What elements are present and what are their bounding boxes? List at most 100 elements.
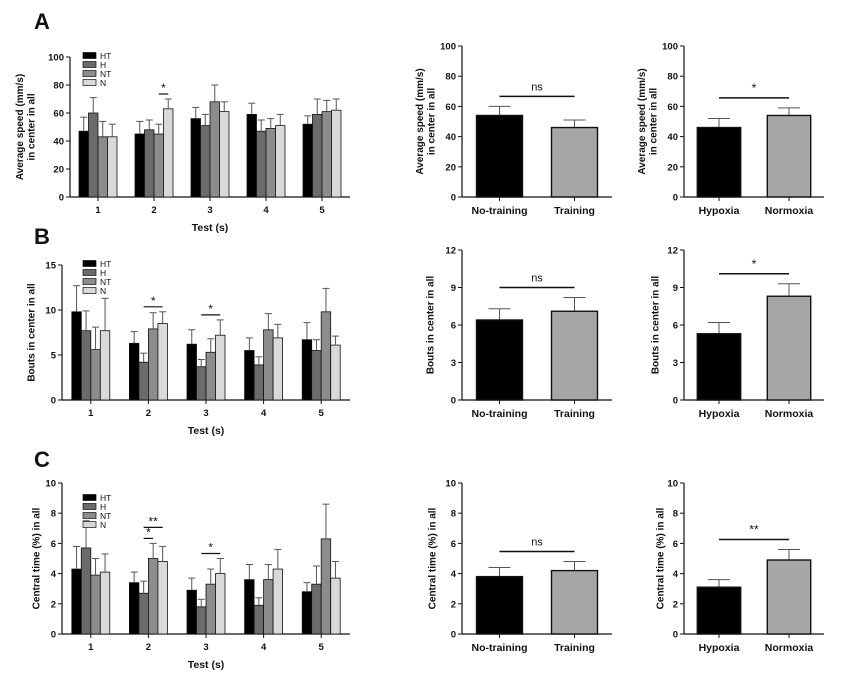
bar-h bbox=[144, 129, 155, 198]
x-tick-label: Normoxia bbox=[765, 642, 814, 654]
chart-c2: 0 2 4 6 8 10 Central time (%) in all No-trainin… bbox=[428, 479, 612, 654]
x-tick-label: No-training bbox=[472, 642, 528, 654]
x-tick-label: 3 bbox=[207, 205, 212, 216]
y-axis-label: Bouts in center in all bbox=[651, 276, 662, 375]
y-tick-label: 60 bbox=[667, 102, 678, 113]
bar-normoxia bbox=[766, 295, 812, 401]
bar-ht bbox=[301, 339, 313, 401]
panel-letter-a: A bbox=[34, 9, 50, 34]
x-tick-label: 2 bbox=[146, 408, 151, 419]
bar-hypoxia bbox=[696, 333, 742, 401]
chart-a3: 0 20 40 60 80 100 Average speed (mm/s)in cente… bbox=[637, 42, 824, 217]
bar-h bbox=[311, 350, 322, 401]
chart-a1: 0 20 40 60 80 100 Average speed (mm/s)in cente… bbox=[15, 51, 350, 234]
x-tick-label: 2 bbox=[146, 642, 151, 653]
y-axis-label: Average speed (mm/s)in center in all bbox=[637, 68, 660, 174]
bar-n bbox=[163, 108, 174, 198]
significance-label: ** bbox=[749, 522, 759, 536]
bar-h bbox=[253, 364, 265, 401]
bar-h bbox=[256, 130, 267, 198]
y-tick-label: 6 bbox=[51, 539, 56, 550]
significance-label: * bbox=[752, 81, 757, 95]
chart-b3: 0 3 6 9 12 Bouts in center in all Hypoxia Normo… bbox=[651, 246, 824, 420]
significance-label: * bbox=[208, 541, 213, 555]
y-tick-label: 10 bbox=[45, 306, 56, 317]
y-tick-label: 10 bbox=[445, 479, 456, 490]
legend-label: HT bbox=[100, 493, 111, 503]
y-tick-label: 4 bbox=[51, 569, 57, 580]
y-tick-label: 0 bbox=[673, 193, 678, 204]
bar-normoxia bbox=[766, 559, 812, 635]
bar-ht bbox=[244, 579, 255, 635]
y-tick-label: 6 bbox=[673, 321, 678, 332]
y-tick-label: 40 bbox=[53, 137, 64, 148]
y-tick-label: 60 bbox=[445, 102, 456, 113]
bar-no-training bbox=[475, 114, 524, 198]
x-tick-label: Normoxia bbox=[765, 408, 814, 420]
y-tick-label: 2 bbox=[451, 599, 456, 610]
panel-letter-b: B bbox=[34, 224, 50, 249]
bar-h bbox=[312, 114, 323, 198]
x-tick-label: 1 bbox=[88, 642, 94, 653]
y-tick-label: 20 bbox=[667, 162, 678, 173]
y-tick-label: 0 bbox=[59, 193, 64, 204]
bar-ht bbox=[78, 130, 89, 198]
legend-label: NT bbox=[100, 511, 111, 521]
x-tick-label: 5 bbox=[319, 205, 325, 216]
legend-label: HT bbox=[100, 51, 111, 61]
y-axis-label-line: in center in all bbox=[427, 88, 438, 155]
y-tick-label: 0 bbox=[51, 630, 56, 641]
bar-hypoxia bbox=[696, 126, 742, 198]
bar-h bbox=[80, 330, 92, 401]
x-tick-label: 4 bbox=[261, 408, 267, 419]
y-tick-label: 80 bbox=[667, 72, 678, 83]
legend-label: NT bbox=[100, 69, 111, 79]
bar-training bbox=[550, 126, 599, 198]
y-tick-label: 9 bbox=[673, 283, 678, 294]
bar-n bbox=[157, 561, 168, 635]
bar-n bbox=[219, 111, 230, 198]
y-axis-label-line: Bouts in center in all bbox=[651, 276, 662, 375]
x-tick-label: 3 bbox=[203, 408, 208, 419]
y-axis-label-line: Bouts in center in all bbox=[426, 276, 437, 375]
legend-swatch-ht bbox=[82, 260, 97, 267]
bar-h bbox=[196, 606, 207, 635]
x-tick-label: 5 bbox=[319, 642, 325, 653]
bar-n bbox=[107, 136, 118, 198]
bar-nt bbox=[321, 111, 332, 198]
bar-n bbox=[330, 577, 341, 635]
y-axis-label: Bouts in center in all bbox=[27, 283, 38, 382]
legend-swatch-n bbox=[82, 521, 97, 528]
bar-nt bbox=[263, 329, 274, 401]
bar-nt bbox=[90, 349, 101, 401]
bar-training bbox=[550, 569, 599, 635]
x-tick-label: 4 bbox=[261, 642, 267, 653]
bar-h bbox=[196, 366, 207, 401]
bar-n bbox=[157, 323, 168, 401]
legend-label: NT bbox=[100, 277, 111, 287]
bar-n bbox=[215, 334, 226, 401]
bar-h bbox=[311, 583, 322, 635]
bar-n bbox=[215, 573, 226, 635]
y-tick-label: 40 bbox=[667, 132, 678, 143]
y-axis-label: Central time (%) in all bbox=[656, 507, 667, 609]
x-tick-label: 1 bbox=[95, 205, 101, 216]
y-axis-label: Central time (%) in all bbox=[32, 507, 43, 609]
legend-swatch-nt bbox=[82, 512, 97, 519]
y-tick-label: 9 bbox=[451, 283, 456, 294]
y-tick-label: 3 bbox=[451, 358, 456, 369]
bar-no-training bbox=[475, 319, 524, 401]
y-tick-label: 20 bbox=[445, 162, 456, 173]
bar-n bbox=[272, 337, 284, 401]
bar-hypoxia bbox=[696, 586, 742, 635]
significance-label: * bbox=[208, 302, 213, 316]
significance-label: * bbox=[146, 525, 151, 539]
y-axis-label-line: in center in all bbox=[27, 93, 38, 160]
bar-nt bbox=[147, 328, 159, 401]
bar-nt bbox=[265, 127, 276, 198]
bar-h bbox=[253, 604, 265, 635]
y-tick-label: 10 bbox=[45, 479, 56, 490]
bar-ht bbox=[301, 591, 313, 635]
bar-n bbox=[99, 571, 111, 635]
y-tick-label: 2 bbox=[673, 599, 678, 610]
